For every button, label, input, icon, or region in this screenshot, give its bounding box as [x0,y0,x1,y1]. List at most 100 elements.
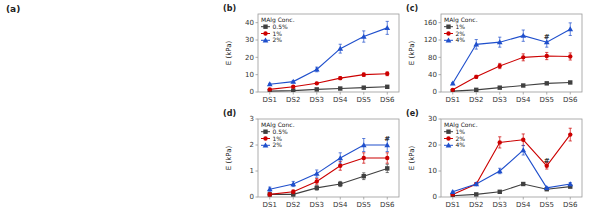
marker [338,76,342,80]
marker [473,181,479,186]
marker [521,182,525,186]
x-tick [340,92,341,95]
x-tick [293,197,294,200]
marker [450,189,456,194]
marker [361,34,367,39]
x-tick [523,197,524,200]
y-tick-label: 0 [250,88,254,96]
marker [267,186,273,191]
x-tick [452,197,453,200]
marker [385,85,389,89]
marker [385,166,389,170]
y-tick [256,119,259,120]
error-bar-cap [386,151,389,152]
y-tick-label: 0 [433,193,437,201]
legend-marker [446,37,452,42]
marker [361,142,367,147]
x-tick [293,92,294,95]
y-tick [256,57,259,58]
legend-marker [446,142,452,147]
legend-marker [263,136,267,140]
error-bar-cap [569,128,572,129]
y-tick [256,74,259,75]
marker [497,39,503,44]
error-bar-cap [569,52,572,53]
error-bar-cap [386,34,389,35]
error-bar-cap [498,37,501,38]
legend-entry: 2% [273,36,283,43]
error-bar-cap [339,152,342,153]
marker [268,192,272,196]
y-tick-label: 160 [424,19,437,27]
error-bar-cap [362,172,365,173]
marker [315,87,319,91]
panel-label: (e) [406,109,419,118]
legend-marker [446,130,450,134]
marker [474,88,478,92]
x-tick [387,197,388,200]
x-tick [570,92,571,95]
x-tick [269,197,270,200]
marker [544,185,550,190]
marker [498,140,502,144]
x-tick-label: DS5 [357,201,371,209]
marker [473,41,479,46]
error-bar-cap [522,41,525,42]
error-bar-cap [475,49,478,50]
plot-frame [441,119,582,197]
error-bar-cap [386,163,389,164]
marker [568,132,572,136]
y-tick-label: 10 [428,167,437,175]
panel-label: (a) [6,4,20,14]
data-area [450,128,573,197]
x-tick-label: DS2 [469,96,483,104]
series-line [453,82,571,91]
marker [362,156,366,160]
series-line [270,74,388,90]
marker [451,88,455,92]
error-bar-cap [522,60,525,61]
marker [362,174,366,178]
y-axis-label: E (kPa) [225,41,233,66]
y-axis-label: E (kPa) [408,146,416,171]
error-bar-cap [498,68,501,69]
x-tick-label: DS4 [333,201,348,209]
x-tick-label: DS3 [493,96,507,104]
x-tick [546,197,547,200]
marker [474,75,478,79]
y-tick [256,145,259,146]
marker [474,192,478,196]
data-area [267,139,390,197]
error-bar [522,54,525,61]
error-bar-cap [498,136,501,137]
y-axis-label: E (kPa) [225,146,233,171]
plot-frame [258,14,399,92]
legend: MAlg Conc.1%2%4% [444,121,478,148]
series-line [270,28,388,84]
series-line [453,135,571,195]
marker [291,190,295,194]
x-tick-label: DS6 [563,96,578,104]
legend-marker [446,25,450,29]
legend-marker [263,25,267,29]
x-tick-label: DS4 [333,96,348,104]
error-bar [268,193,271,196]
y-tick [256,171,259,172]
y-axis-label: E (kPa) [408,41,416,66]
legend-entry: 4% [456,36,466,43]
marker [362,85,366,89]
error-bar-cap [545,52,548,53]
series-line [453,150,571,192]
error-bar [545,52,548,59]
series-line [270,145,388,189]
error-bar-cap [315,177,318,178]
marker [385,156,389,160]
legend-marker [446,31,450,35]
y-tick-label: 1 [250,167,254,175]
marker [567,26,573,31]
marker [290,79,296,84]
error-bar-cap [569,22,572,23]
error-bar [339,77,342,80]
error-bar-cap [362,30,365,31]
marker [362,72,366,76]
